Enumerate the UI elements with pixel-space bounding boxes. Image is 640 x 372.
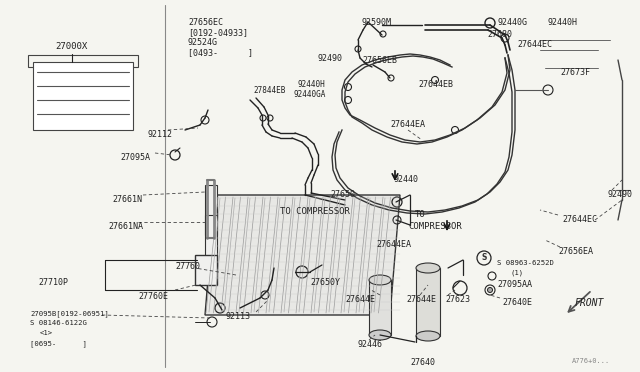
Ellipse shape — [416, 263, 440, 273]
Text: COMPRESSOR: COMPRESSOR — [408, 222, 461, 231]
Text: 27644EB: 27644EB — [418, 80, 453, 89]
Text: 27623: 27623 — [445, 295, 470, 304]
Text: 27656EB: 27656EB — [362, 56, 397, 65]
Bar — [205, 215, 217, 265]
Text: S 08146-6122G: S 08146-6122G — [30, 320, 87, 326]
Text: 27680: 27680 — [487, 30, 512, 39]
Text: 27656EA: 27656EA — [558, 247, 593, 256]
Bar — [369, 280, 391, 335]
Text: 27640E: 27640E — [502, 298, 532, 307]
Bar — [28, 55, 138, 67]
Circle shape — [488, 288, 493, 292]
Text: 27673F: 27673F — [560, 68, 590, 77]
Text: S: S — [481, 253, 486, 263]
Text: 27844EB: 27844EB — [253, 86, 285, 95]
Text: S 08963-6252D: S 08963-6252D — [497, 260, 554, 266]
Text: 27095A: 27095A — [120, 153, 150, 162]
Text: 92113: 92113 — [226, 312, 251, 321]
Polygon shape — [205, 195, 400, 315]
Text: TO: TO — [415, 210, 426, 219]
Text: 92446: 92446 — [358, 340, 383, 349]
Bar — [416, 268, 440, 336]
Text: A776+0...: A776+0... — [572, 358, 611, 364]
Text: (1): (1) — [510, 270, 523, 276]
Text: 27095AA: 27095AA — [497, 280, 532, 289]
Text: 27661N: 27661N — [112, 195, 142, 204]
Text: 92440GA: 92440GA — [293, 90, 325, 99]
Bar — [205, 185, 217, 235]
Text: 27760: 27760 — [175, 262, 200, 271]
Text: 27760E: 27760E — [138, 292, 168, 301]
Text: 27656EC: 27656EC — [188, 18, 223, 27]
Text: 92440: 92440 — [393, 175, 418, 184]
Text: 27644EC: 27644EC — [562, 215, 597, 224]
Text: 92112: 92112 — [148, 130, 173, 139]
Text: [0192-04933]: [0192-04933] — [188, 28, 248, 37]
Text: 92440G: 92440G — [498, 18, 528, 27]
Text: [0493-      ]: [0493- ] — [188, 48, 253, 57]
Text: 92490: 92490 — [608, 190, 633, 199]
Text: 27644EA: 27644EA — [376, 240, 411, 249]
Text: 27000X: 27000X — [55, 42, 87, 51]
Ellipse shape — [369, 330, 391, 340]
Bar — [33, 62, 133, 130]
Text: 27644EC: 27644EC — [517, 40, 552, 49]
Text: 27095B[0192-06951]: 27095B[0192-06951] — [30, 310, 109, 317]
Text: TO COMPRESSOR: TO COMPRESSOR — [280, 207, 350, 216]
Text: 92440H: 92440H — [298, 80, 326, 89]
Text: 92490: 92490 — [318, 54, 343, 63]
Text: 27640: 27640 — [410, 358, 435, 367]
Text: [0695-      ]: [0695- ] — [30, 340, 87, 347]
Ellipse shape — [416, 331, 440, 341]
Text: 27644E: 27644E — [406, 295, 436, 304]
Text: 27644EA: 27644EA — [390, 120, 425, 129]
Text: <1>: <1> — [40, 330, 53, 336]
Text: 27661NA: 27661NA — [108, 222, 143, 231]
Text: FRONT: FRONT — [575, 298, 604, 308]
Text: 92440H: 92440H — [548, 18, 578, 27]
Text: 92524G: 92524G — [188, 38, 218, 47]
Text: 27650: 27650 — [330, 190, 355, 199]
Text: 27644E: 27644E — [345, 295, 375, 304]
Text: 27710P: 27710P — [38, 278, 68, 287]
Text: 92590M: 92590M — [362, 18, 392, 27]
Bar — [195, 255, 217, 285]
Ellipse shape — [369, 275, 391, 285]
Text: 27650Y: 27650Y — [310, 278, 340, 287]
